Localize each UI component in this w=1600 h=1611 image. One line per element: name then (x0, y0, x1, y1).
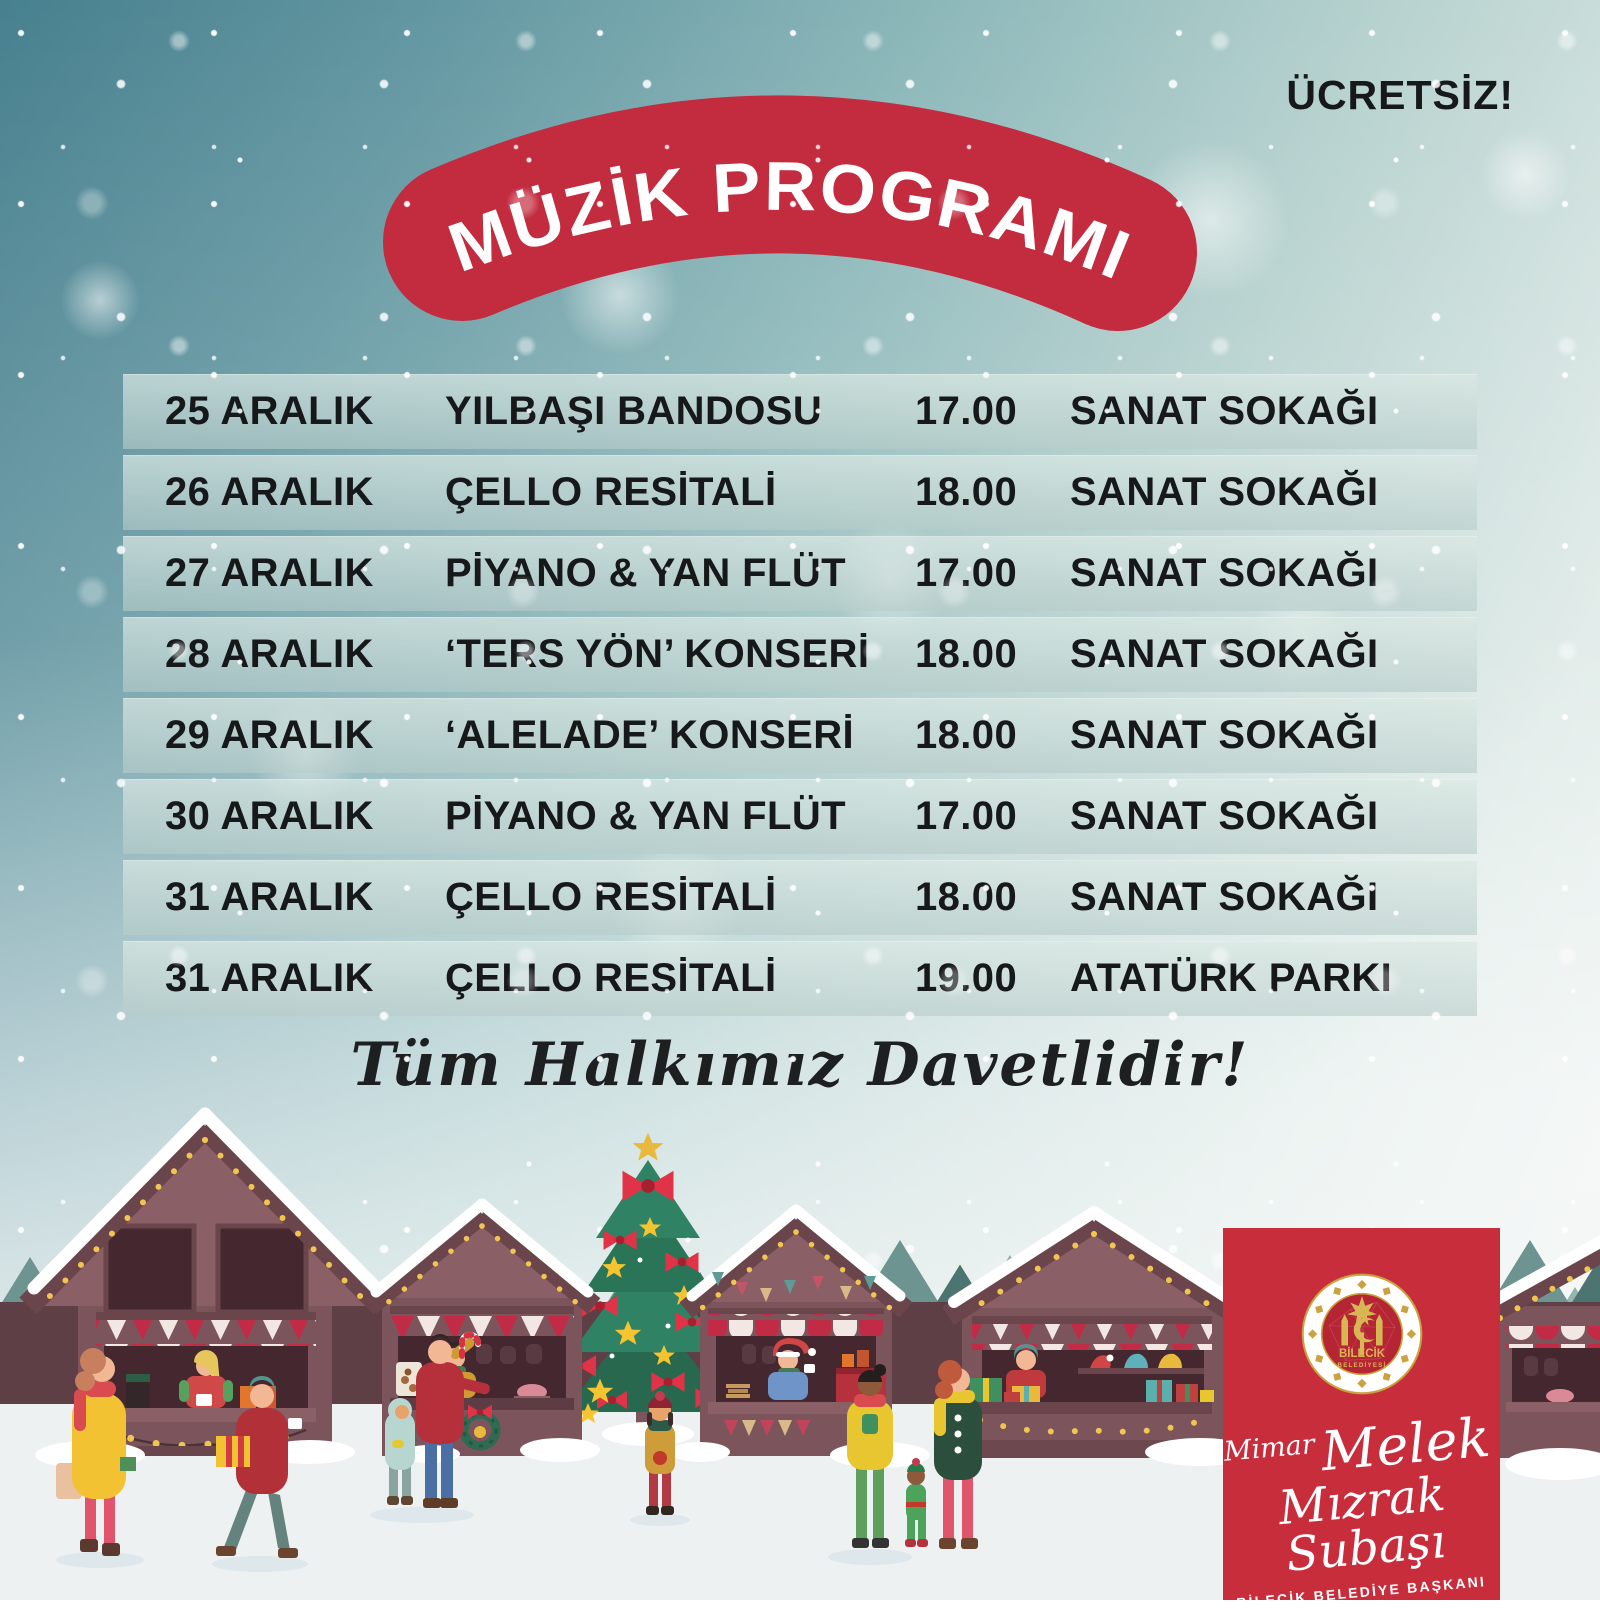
cell-date: 31 ARALIK (165, 956, 374, 1000)
cell-date: 30 ARALIK (165, 794, 374, 838)
market-stall (942, 1206, 1246, 1458)
stall-awning (708, 1314, 884, 1336)
schedule-row: 31 ARALIK ÇELLO RESİTALİ 18.00 SANAT SOK… (123, 860, 1477, 935)
cell-location: SANAT SOKAĞI (1070, 551, 1379, 595)
cell-event: PİYANO & YAN FLÜT (445, 794, 846, 838)
cell-location: SANAT SOKAĞI (1070, 389, 1379, 433)
signature-last-name: Mızrak Subaşı (1276, 1466, 1448, 1583)
cell-date: 31 ARALIK (165, 875, 374, 919)
cell-event: ÇELLO RESİTALİ (445, 875, 777, 919)
cell-location: SANAT SOKAĞI (1070, 632, 1379, 676)
schedule-row: 31 ARALIK ÇELLO RESİTALİ 19.00 ATATÜRK P… (123, 941, 1477, 1016)
cell-event: ‘ALELADE’ KONSERİ (445, 713, 855, 757)
logo-subtitle: BELEDİYESİ (1337, 1362, 1386, 1369)
cell-date: 28 ARALIK (165, 632, 374, 676)
market-stall (1486, 1236, 1600, 1458)
cell-event: ÇELLO RESİTALİ (445, 956, 777, 1000)
cell-location: SANAT SOKAĞI (1070, 794, 1379, 838)
cell-event: ÇELLO RESİTALİ (445, 470, 777, 514)
cell-event: YILBAŞI BANDOSU (445, 389, 823, 433)
stall-awning (972, 1324, 1212, 1350)
cell-time: 18.00 (915, 470, 1018, 514)
cell-time: 18.00 (915, 632, 1018, 676)
mayor-signature: MimarMelek Mızrak Subaşı (1217, 1406, 1506, 1584)
cell-time: 18.00 (915, 713, 1018, 757)
title-ribbon-banner: MÜZİK PROGRAMI (383, 95, 1197, 331)
schedule-row: 29 ARALIK ‘ALELADE’ KONSERİ 18.00 SANAT … (123, 698, 1477, 773)
cell-event: PİYANO & YAN FLÜT (445, 551, 846, 595)
stall-awning (390, 1314, 574, 1338)
cell-time: 19.00 (915, 956, 1018, 1000)
stall-awning (96, 1320, 316, 1346)
cell-date: 27 ARALIK (165, 551, 374, 595)
cell-location: ATATÜRK PARKI (1070, 956, 1393, 1000)
mayor-banner: BİLECİK BELEDİYESİ MimarMelek Mızrak Sub… (1223, 1228, 1500, 1611)
schedule-row: 26 ARALIK ÇELLO RESİTALİ 18.00 SANAT SOK… (123, 455, 1477, 530)
municipality-logo: BİLECİK BELEDİYESİ (1301, 1273, 1422, 1395)
cell-date: 29 ARALIK (165, 713, 374, 757)
cell-time: 18.00 (915, 875, 1018, 919)
cell-location: SANAT SOKAĞI (1070, 875, 1379, 919)
cell-location: SANAT SOKAĞI (1070, 470, 1379, 514)
signature-prefix: Mimar (1222, 1428, 1316, 1468)
logo-name: BİLECİK (1338, 1347, 1385, 1360)
stall-awning (1506, 1326, 1600, 1348)
schedule-row: 27 ARALIK PİYANO & YAN FLÜT 17.00 SANAT … (123, 536, 1477, 611)
schedule-row: 30 ARALIK PİYANO & YAN FLÜT 17.00 SANAT … (123, 779, 1477, 854)
cell-date: 25 ARALIK (165, 389, 374, 433)
cell-time: 17.00 (915, 551, 1018, 595)
cell-event: ‘TERS YÖN’ KONSERİ (445, 632, 870, 676)
cell-date: 26 ARALIK (165, 470, 374, 514)
cell-time: 17.00 (915, 794, 1018, 838)
schedule-row: 28 ARALIK ‘TERS YÖN’ KONSERİ 18.00 SANAT… (123, 617, 1477, 692)
tree-topper-star (632, 1132, 664, 1161)
cell-location: SANAT SOKAĞI (1070, 713, 1379, 757)
hats-on-shelf (1090, 1353, 1182, 1368)
cell-time: 17.00 (915, 389, 1018, 433)
